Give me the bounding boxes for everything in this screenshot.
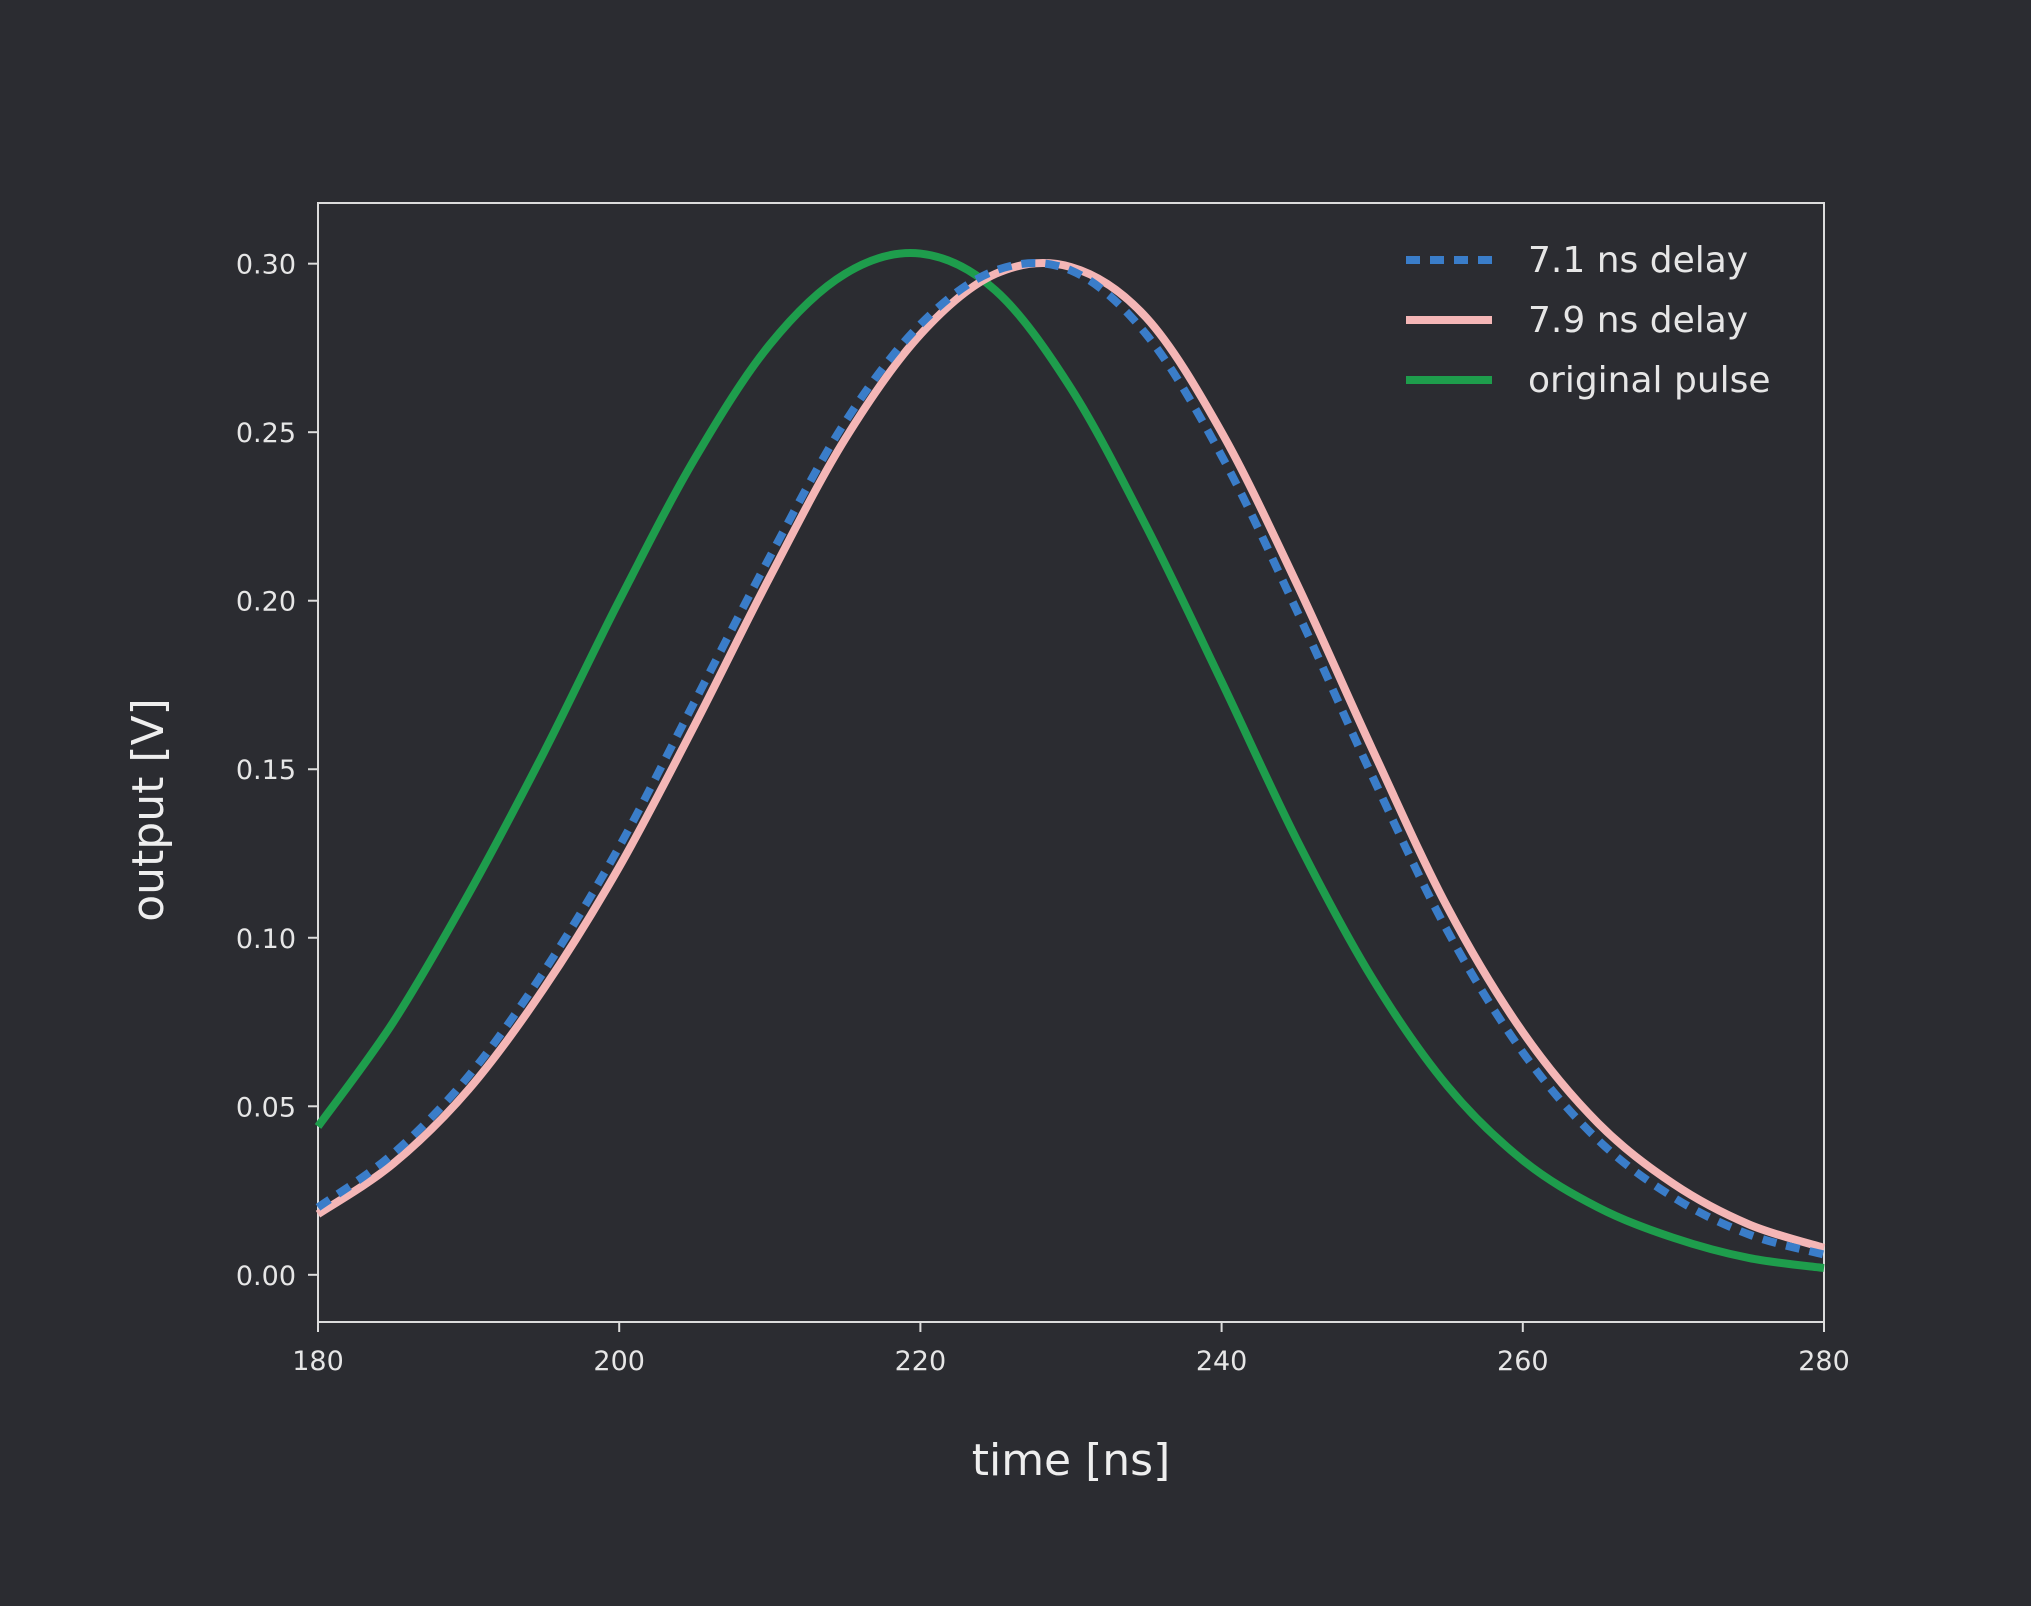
y-tick-label: 0.10 [236, 924, 296, 955]
legend: 7.1 ns delay 7.9 ns delay original pulse [1406, 240, 1771, 401]
x-tick-label: 220 [895, 1346, 947, 1377]
y-tick-label: 0.30 [236, 250, 296, 281]
legend-label: 7.1 ns delay [1528, 240, 1748, 281]
x-axis-ticks: 180 200 220 240 260 280 [292, 1322, 1850, 1377]
plot-frame [317, 202, 1825, 1323]
y-axis-label: output [V] [123, 698, 174, 922]
y-tick-label: 0.05 [236, 1092, 296, 1123]
y-axis-ticks: 0.00 0.05 0.10 0.15 0.20 0.25 0.30 [236, 250, 318, 1292]
x-tick-label: 260 [1497, 1346, 1549, 1377]
x-tick-label: 240 [1196, 1346, 1248, 1377]
y-tick-label: 0.15 [236, 755, 296, 786]
series-line-2 [314, 249, 1825, 1273]
series-layer [314, 249, 1826, 1273]
series-line-0 [315, 259, 1826, 1259]
y-tick-label: 0.25 [236, 418, 296, 449]
x-axis-label: time [ns] [972, 1435, 1171, 1486]
x-tick-label: 200 [593, 1346, 645, 1377]
legend-label: 7.9 ns delay [1528, 300, 1748, 341]
y-tick-label: 0.00 [236, 1261, 296, 1292]
x-tick-label: 180 [292, 1346, 344, 1377]
legend-label: original pulse [1528, 360, 1771, 401]
y-tick-label: 0.20 [236, 587, 296, 618]
x-tick-label: 280 [1798, 1346, 1850, 1377]
